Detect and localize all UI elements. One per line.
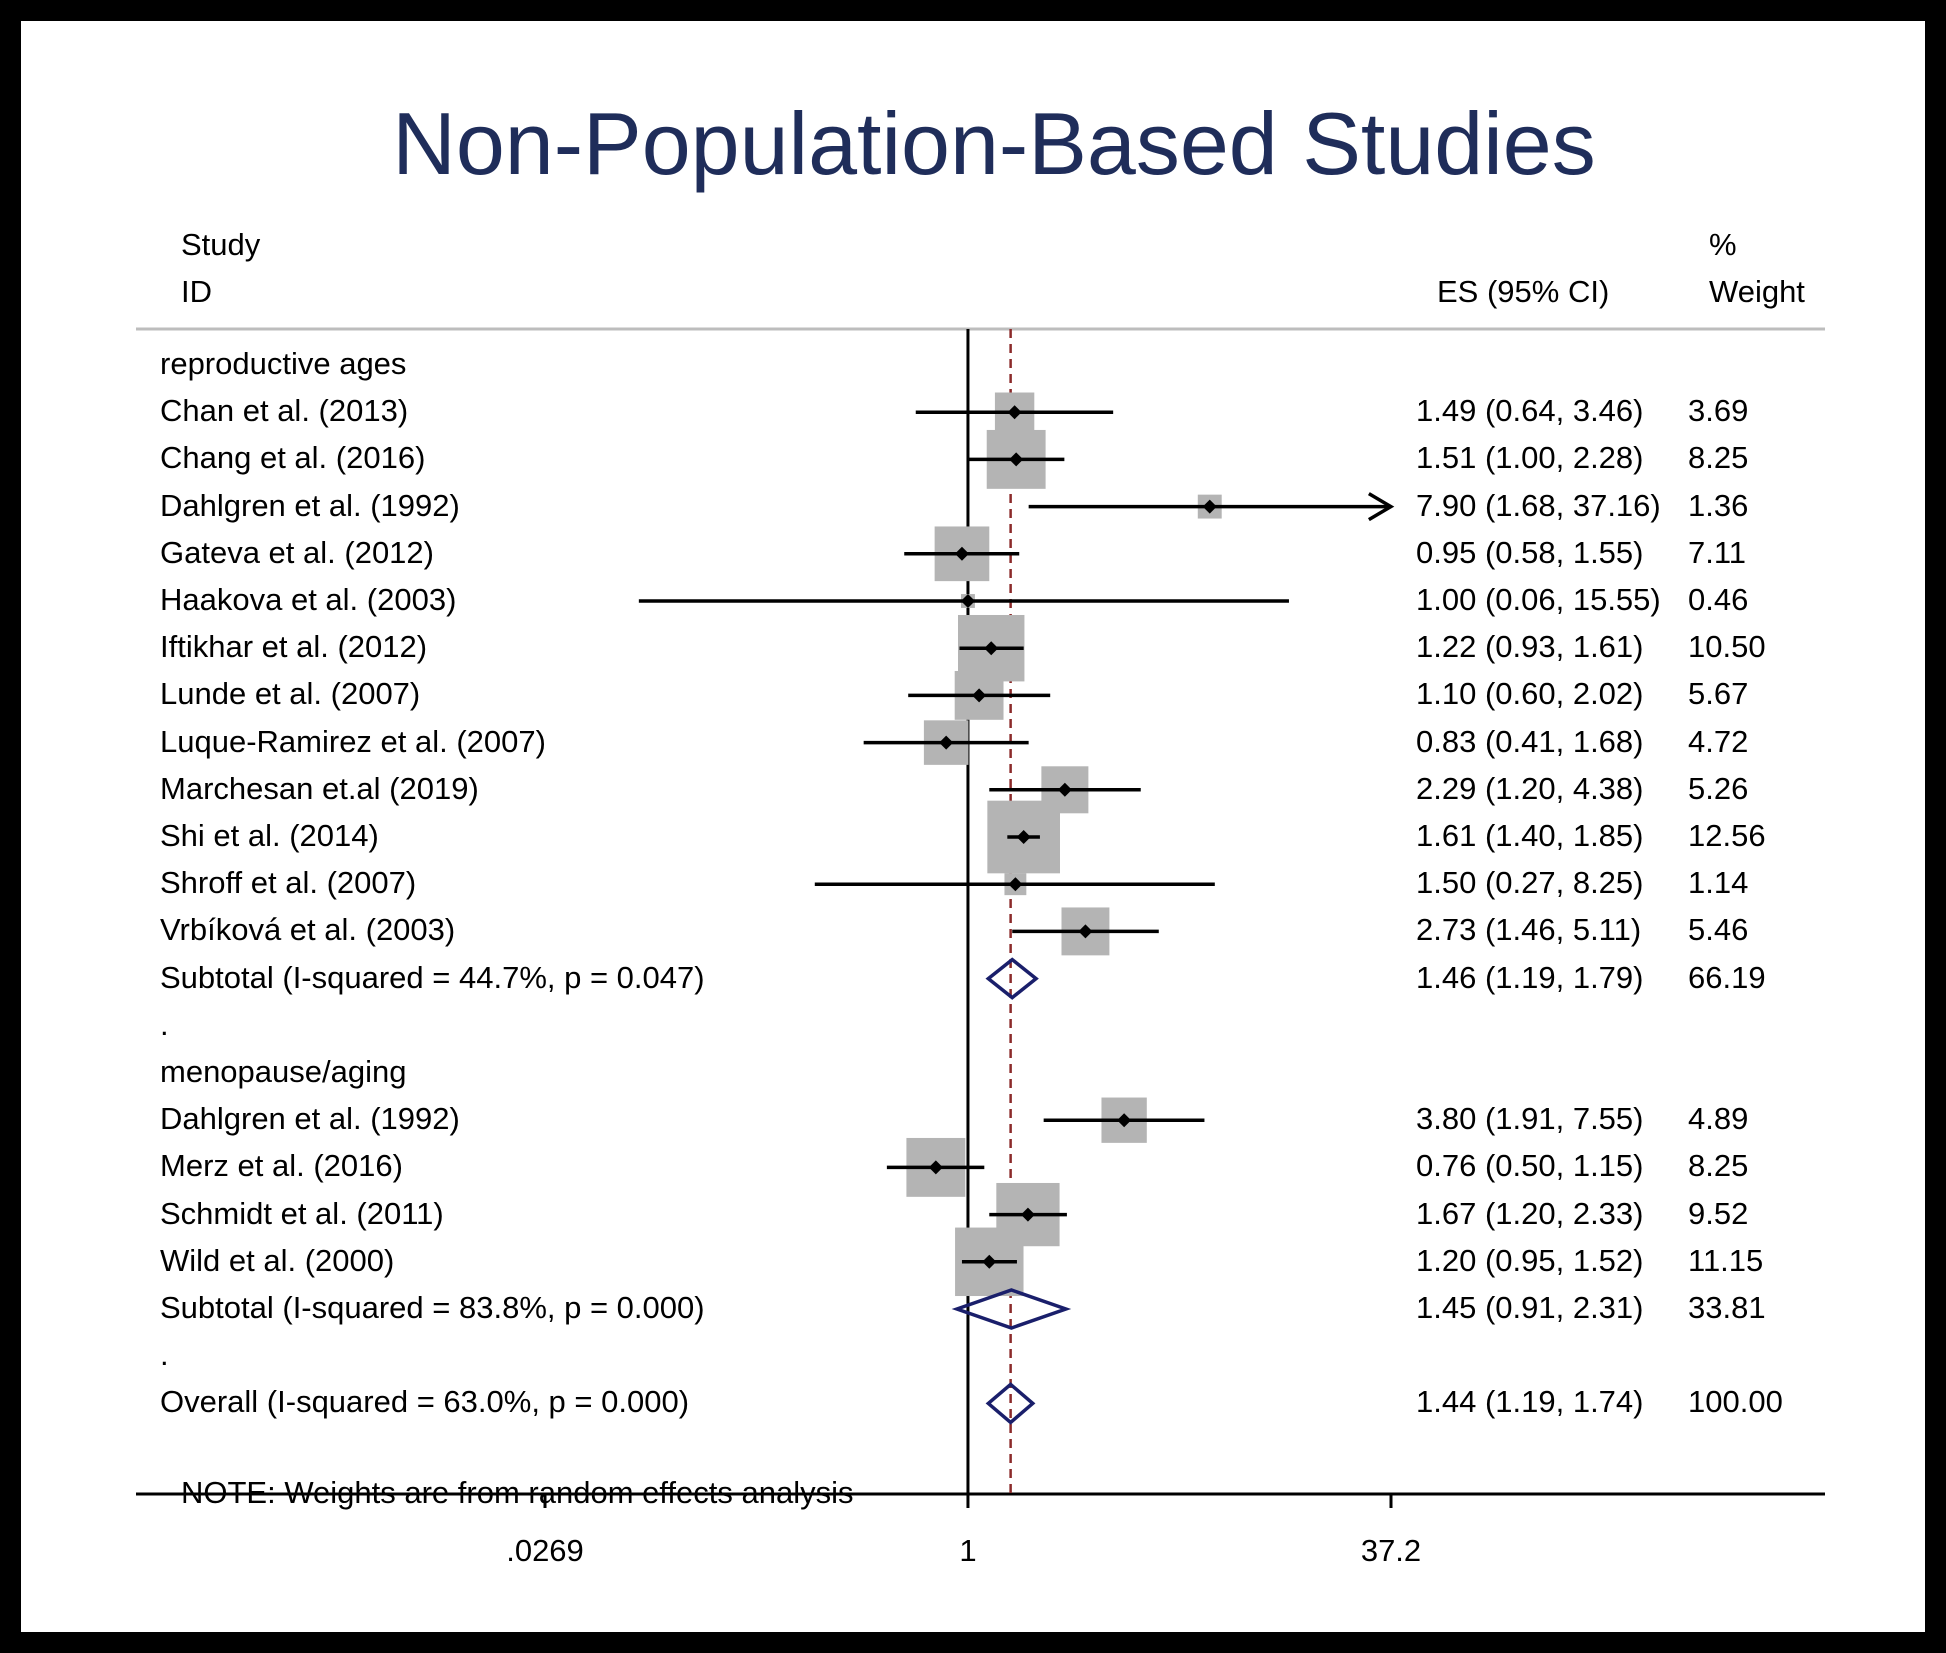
point-estimate [939, 735, 954, 750]
header-study: Study [181, 227, 261, 262]
header-es: ES (95% CI) [1437, 274, 1610, 309]
overall-label: Overall (I-squared = 63.0%, p = 0.000) [160, 1384, 690, 1420]
point-estimate [1078, 924, 1093, 939]
overall-diamond [985, 1382, 1036, 1425]
x-tick-label: 37.2 [1360, 1533, 1422, 1568]
study-label: Wild et al. (2000) [160, 1242, 395, 1278]
study-label: Shroff et al. (2007) [160, 865, 417, 901]
study-label: Vrbíková et al. (2003) [160, 912, 456, 948]
effect-size-text: 1.20 (0.95, 1.52) [1416, 1242, 1644, 1278]
weight-text: 10.50 [1688, 629, 1766, 665]
weight-text: 4.89 [1688, 1101, 1749, 1137]
subtotal-label: Subtotal (I-squared = 83.8%, p = 0.000) [160, 1290, 705, 1325]
x-tick-label: 1 [959, 1533, 977, 1568]
study-label: Chang et al. (2016) [160, 440, 426, 476]
effect-size-text: 3.80 (1.91, 7.55) [1416, 1101, 1644, 1137]
point-estimate [1202, 499, 1217, 514]
point-estimate [1009, 452, 1024, 467]
effect-size-text: 1.46 (1.19, 1.79) [1416, 959, 1644, 995]
effect-size-text: 1.44 (1.19, 1.74) [1416, 1384, 1644, 1420]
weight-text: 8.25 [1688, 440, 1749, 476]
spacer-dot: . [160, 1006, 169, 1042]
weight-text: 1.14 [1688, 865, 1749, 901]
effect-size-text: 1.67 (1.20, 2.33) [1416, 1195, 1644, 1231]
ci-arrow [1367, 492, 1395, 522]
weight-text: 4.72 [1688, 723, 1749, 759]
effect-size-text: 2.29 (1.20, 4.38) [1416, 770, 1644, 806]
effect-size-text: 2.73 (1.46, 5.11) [1416, 912, 1642, 948]
point-estimate [928, 1160, 943, 1175]
point-estimate [984, 641, 999, 656]
weight-text: 33.81 [1688, 1290, 1766, 1325]
point-estimate [1057, 782, 1072, 797]
effect-size-text: 1.50 (0.27, 8.25) [1416, 865, 1644, 901]
point-estimate [972, 688, 987, 703]
weight-text: 5.26 [1688, 770, 1749, 806]
point-estimate [1008, 877, 1023, 892]
header-weight: Weight [1709, 274, 1805, 309]
effect-size-text: 1.45 (0.91, 2.31) [1416, 1290, 1644, 1325]
study-label: Shi et al. (2014) [160, 818, 379, 853]
study-label: Lunde et al. (2007) [160, 676, 421, 712]
study-label: Luque-Ramirez et al. (2007) [160, 723, 546, 759]
point-estimate [960, 594, 975, 608]
point-estimate [954, 546, 969, 561]
effect-size-text: 1.51 (1.00, 2.28) [1416, 440, 1644, 476]
point-estimate [1020, 1207, 1035, 1222]
study-label: Merz et al. (2016) [160, 1148, 403, 1184]
chart-title: Non-Population-Based Studies [392, 94, 1596, 193]
effect-size-text: 1.00 (0.06, 15.55) [1416, 582, 1661, 617]
point-estimate [1016, 830, 1031, 844]
weight-text: 66.19 [1688, 959, 1766, 995]
x-tick-label: .0269 [506, 1533, 584, 1568]
weight-text: 1.36 [1688, 487, 1749, 523]
study-label: Gateva et al. (2012) [160, 534, 434, 570]
effect-size-text: 1.61 (1.40, 1.85) [1416, 818, 1644, 853]
subtotal-label: Subtotal (I-squared = 44.7%, p = 0.047) [160, 959, 705, 995]
group-label: reproductive ages [160, 346, 407, 381]
spacer-dot: . [160, 1337, 169, 1373]
group-label: menopause/aging [160, 1054, 407, 1089]
point-estimate [982, 1254, 997, 1269]
subtotal-diamond [985, 957, 1039, 1000]
effect-size-text: 1.22 (0.93, 1.61) [1416, 629, 1644, 665]
weight-text: 9.52 [1688, 1195, 1749, 1231]
header-id: ID [181, 274, 212, 309]
effect-size-text: 1.10 (0.60, 2.02) [1416, 676, 1644, 712]
study-label: Marchesan et.al (2019) [160, 770, 479, 806]
study-label: Haakova et al. (2003) [160, 582, 457, 617]
weight-text: 8.25 [1688, 1148, 1749, 1184]
study-label: Dahlgren et al. (1992) [160, 1101, 460, 1137]
header-percent: % [1709, 227, 1737, 262]
weight-text: 5.46 [1688, 912, 1749, 948]
subtotal-diamond [951, 1288, 1072, 1330]
effect-size-text: 0.76 (0.50, 1.15) [1416, 1148, 1644, 1184]
weight-text: 100.00 [1688, 1384, 1783, 1420]
weight-text: 11.15 [1688, 1242, 1764, 1278]
point-estimate [1117, 1113, 1132, 1128]
weight-text: 5.67 [1688, 676, 1749, 712]
weight-text: 3.69 [1688, 393, 1749, 429]
effect-size-text: 1.49 (0.64, 3.46) [1416, 393, 1644, 429]
study-label: Chan et al. (2013) [160, 393, 409, 429]
weight-text: 12.56 [1688, 818, 1766, 853]
weight-text: 7.11 [1688, 534, 1747, 570]
study-label: Dahlgren et al. (1992) [160, 487, 460, 523]
study-label: Iftikhar et al. (2012) [160, 629, 428, 665]
effect-size-text: 0.95 (0.58, 1.55) [1416, 534, 1644, 570]
effect-size-text: 7.90 (1.68, 37.16) [1416, 487, 1661, 523]
point-estimate [1007, 405, 1022, 420]
study-label: Schmidt et al. (2011) [160, 1195, 444, 1231]
weight-text: 0.46 [1688, 582, 1749, 617]
effect-size-text: 0.83 (0.41, 1.68) [1416, 723, 1644, 759]
note: NOTE: Weights are from random effects an… [181, 1475, 854, 1510]
